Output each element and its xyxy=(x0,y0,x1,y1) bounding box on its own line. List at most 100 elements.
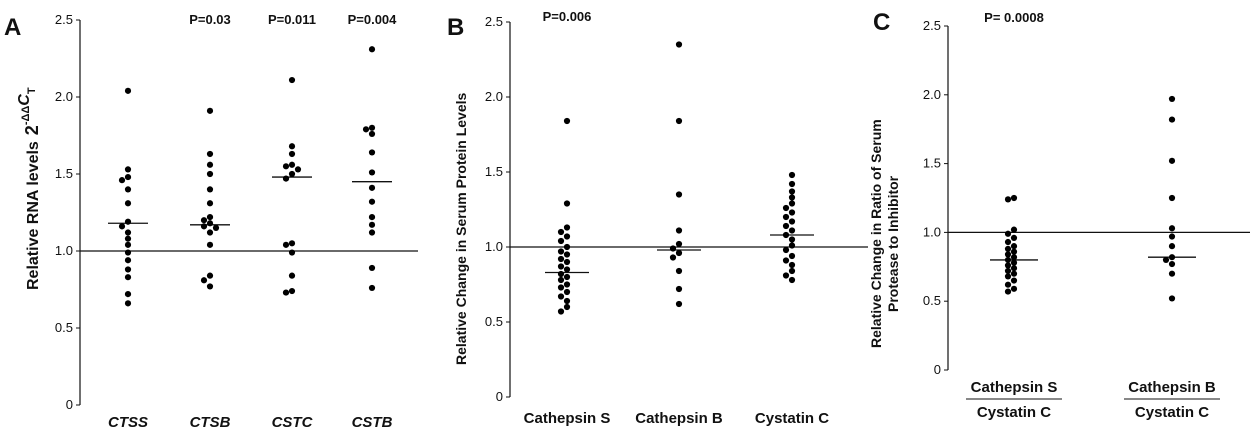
p-value-label: P=0.004 xyxy=(348,12,398,27)
panel-a-mean-lines xyxy=(108,176,392,226)
data-point xyxy=(788,227,796,234)
y-tick-label: 2.5 xyxy=(55,12,73,27)
data-point xyxy=(288,240,296,247)
category-label: Cystatin C xyxy=(755,410,829,427)
data-point xyxy=(1168,95,1176,103)
category-label: CSTC xyxy=(272,414,314,431)
category-label: CSTB xyxy=(352,414,393,431)
panel-c-label: C xyxy=(873,9,890,36)
data-point xyxy=(675,227,683,234)
data-point xyxy=(675,191,683,198)
p-value-label: P= 0.0008 xyxy=(984,10,1044,25)
data-point xyxy=(563,233,571,240)
data-point xyxy=(563,273,571,281)
data-point xyxy=(206,229,214,236)
data-point xyxy=(288,249,296,256)
data-point xyxy=(282,175,290,182)
data-point xyxy=(124,257,132,264)
data-point xyxy=(368,214,376,221)
panel-a-y-label: Relative RNA levels2-ΔΔCT xyxy=(16,87,42,290)
data-point xyxy=(118,223,126,230)
data-point xyxy=(788,171,796,179)
data-point xyxy=(563,243,571,251)
data-point xyxy=(788,252,796,260)
panel-b-p-values: P=0.006 xyxy=(543,9,592,24)
data-point xyxy=(1010,270,1018,277)
data-point xyxy=(206,150,214,158)
data-point xyxy=(124,274,132,281)
data-point xyxy=(200,277,208,284)
y-tick-label: 1.5 xyxy=(55,166,73,181)
y-tick-label: 2.0 xyxy=(485,89,503,104)
panel-c-y-ticks: 0 0.5 1.0 1.5 2.0 2.5 xyxy=(923,18,948,377)
data-point xyxy=(557,276,565,284)
data-point xyxy=(782,204,790,212)
data-point xyxy=(563,224,571,231)
data-point xyxy=(782,213,790,221)
data-point xyxy=(368,284,376,292)
y-tick-label: 0 xyxy=(934,362,941,377)
data-point xyxy=(669,254,677,261)
category-numerator: Cathepsin S xyxy=(971,379,1058,396)
panel-a-points xyxy=(118,46,376,307)
data-point xyxy=(200,217,208,224)
p-value-label: P=0.03 xyxy=(189,12,231,27)
data-point xyxy=(1004,262,1012,269)
data-point xyxy=(1010,243,1018,250)
data-point xyxy=(288,161,296,168)
y-tick-label: 0.5 xyxy=(923,293,941,308)
data-point xyxy=(1168,233,1176,240)
category-label: Cathepsin B xyxy=(635,410,723,427)
data-point xyxy=(788,200,796,207)
data-point xyxy=(124,235,132,242)
data-point xyxy=(675,249,683,257)
panel-b-y-label: Relative Change in Serum Protein Levels xyxy=(453,92,469,365)
data-point xyxy=(675,285,683,293)
panel-b-categories: Cathepsin S Cathepsin B Cystatin C xyxy=(524,410,830,427)
data-point xyxy=(782,222,790,230)
panel-c: C 0 0.5 1.0 1.5 2.0 2.5 P= 0.0008 Cathepsin S… xyxy=(868,9,1250,421)
data-point xyxy=(1010,226,1018,233)
data-point xyxy=(206,186,214,193)
y-tick-label: 1.5 xyxy=(485,164,503,179)
data-point xyxy=(563,281,571,288)
data-point xyxy=(212,224,220,231)
data-point xyxy=(282,289,290,296)
data-point xyxy=(1004,238,1012,246)
y-tick-label: 2.5 xyxy=(485,14,503,29)
y-tick-label: 1.0 xyxy=(55,243,73,258)
data-point xyxy=(788,276,796,284)
data-point xyxy=(557,248,565,255)
data-point xyxy=(1004,273,1012,280)
data-point xyxy=(782,246,790,254)
panel-c-categories: Cathepsin S Cystatin C Cathepsin B Cystatin… xyxy=(966,379,1220,421)
data-point xyxy=(1010,248,1018,255)
data-point xyxy=(368,184,376,191)
data-point xyxy=(118,177,126,184)
data-point xyxy=(675,240,683,248)
panel-b-points xyxy=(557,41,796,315)
data-point xyxy=(1162,256,1170,264)
data-point xyxy=(368,229,376,236)
data-point xyxy=(1010,194,1018,202)
data-point xyxy=(557,308,565,315)
category-denominator: Cystatin C xyxy=(977,404,1051,421)
data-point xyxy=(368,221,376,228)
data-point xyxy=(788,261,796,269)
y-tick-label: 0 xyxy=(496,389,503,404)
data-point xyxy=(206,107,214,114)
data-point xyxy=(362,126,370,133)
panel-a: A 00.51.01.52.02.5 P=0.03 P=0.011 P=0.004 … xyxy=(4,12,418,431)
data-point xyxy=(124,266,132,273)
data-point xyxy=(368,130,376,138)
p-value-label: P=0.011 xyxy=(268,12,316,27)
category-label: Cathepsin S xyxy=(524,410,611,427)
panel-a-categories: CTSS CTSB CSTC CSTB xyxy=(108,414,393,431)
data-point xyxy=(563,288,571,296)
data-point xyxy=(1004,281,1012,288)
data-point xyxy=(1010,265,1018,272)
panel-c-y-label: Relative Change in Ratio of SerumProteas… xyxy=(868,119,901,348)
data-point xyxy=(206,200,214,207)
data-point xyxy=(1010,277,1018,284)
